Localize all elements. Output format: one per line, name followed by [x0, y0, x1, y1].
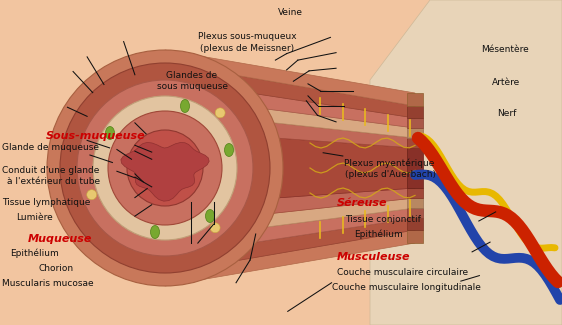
Text: Conduit d'une glande: Conduit d'une glande	[2, 166, 99, 175]
Text: Nerf: Nerf	[497, 109, 516, 118]
Polygon shape	[165, 96, 415, 138]
Text: Artère: Artère	[492, 78, 520, 87]
Polygon shape	[165, 218, 415, 273]
Polygon shape	[407, 198, 423, 208]
Text: Tissue lymphatique: Tissue lymphatique	[2, 198, 90, 207]
Ellipse shape	[106, 126, 115, 139]
Text: Glande de muqueuse: Glande de muqueuse	[2, 143, 99, 152]
Polygon shape	[407, 188, 423, 198]
Circle shape	[127, 130, 203, 206]
Text: sous muqueuse: sous muqueuse	[157, 82, 228, 91]
Polygon shape	[407, 218, 423, 230]
Polygon shape	[165, 50, 415, 106]
Polygon shape	[407, 93, 423, 106]
Text: Chorion: Chorion	[38, 264, 73, 273]
Text: Tissue conjonctif: Tissue conjonctif	[345, 215, 421, 224]
Circle shape	[60, 63, 270, 273]
Text: Couche musculaire circulaire: Couche musculaire circulaire	[337, 268, 468, 277]
Text: (plexus d'Auerbach): (plexus d'Auerbach)	[345, 170, 436, 179]
Circle shape	[77, 80, 253, 256]
Ellipse shape	[224, 144, 233, 157]
Text: Séreuse: Séreuse	[337, 198, 388, 208]
Polygon shape	[407, 128, 423, 138]
Polygon shape	[215, 108, 225, 118]
Text: Sous-muqueuse: Sous-muqueuse	[46, 131, 146, 141]
Text: Mésentère: Mésentère	[481, 45, 529, 54]
Polygon shape	[370, 0, 562, 325]
Polygon shape	[165, 130, 415, 206]
Text: (plexus de Meissner): (plexus de Meissner)	[200, 44, 293, 53]
Ellipse shape	[151, 226, 160, 239]
Text: à l'extérieur du tube: à l'extérieur du tube	[7, 176, 100, 186]
Circle shape	[47, 50, 283, 286]
Polygon shape	[210, 223, 220, 233]
Text: Plexus myentérique: Plexus myentérique	[344, 158, 434, 168]
Text: Plexus sous-muqueux: Plexus sous-muqueux	[198, 32, 296, 41]
Text: Glandes de: Glandes de	[166, 71, 217, 80]
Text: Muqueuse: Muqueuse	[28, 234, 93, 244]
Polygon shape	[165, 63, 415, 118]
Text: Musculeuse: Musculeuse	[337, 252, 411, 262]
Text: Epithélium: Epithélium	[10, 249, 59, 258]
Polygon shape	[407, 138, 423, 148]
Text: Couche musculaire longitudinale: Couche musculaire longitudinale	[332, 283, 481, 292]
Polygon shape	[87, 190, 97, 200]
Text: Muscularis mucosae: Muscularis mucosae	[2, 279, 93, 288]
Circle shape	[93, 96, 237, 240]
Text: Veine: Veine	[278, 8, 302, 17]
Polygon shape	[165, 208, 415, 256]
Polygon shape	[165, 198, 415, 240]
Ellipse shape	[180, 99, 189, 112]
Polygon shape	[407, 148, 423, 188]
Polygon shape	[407, 106, 423, 118]
Polygon shape	[165, 80, 415, 128]
Polygon shape	[407, 230, 423, 243]
Polygon shape	[407, 118, 423, 128]
Text: Epithélium: Epithélium	[354, 229, 403, 239]
Circle shape	[108, 111, 222, 225]
Polygon shape	[165, 188, 415, 225]
Polygon shape	[407, 208, 423, 218]
Ellipse shape	[206, 210, 215, 223]
Polygon shape	[165, 230, 415, 286]
Text: Lumière: Lumière	[16, 213, 52, 222]
Polygon shape	[165, 111, 415, 148]
Polygon shape	[121, 142, 209, 201]
